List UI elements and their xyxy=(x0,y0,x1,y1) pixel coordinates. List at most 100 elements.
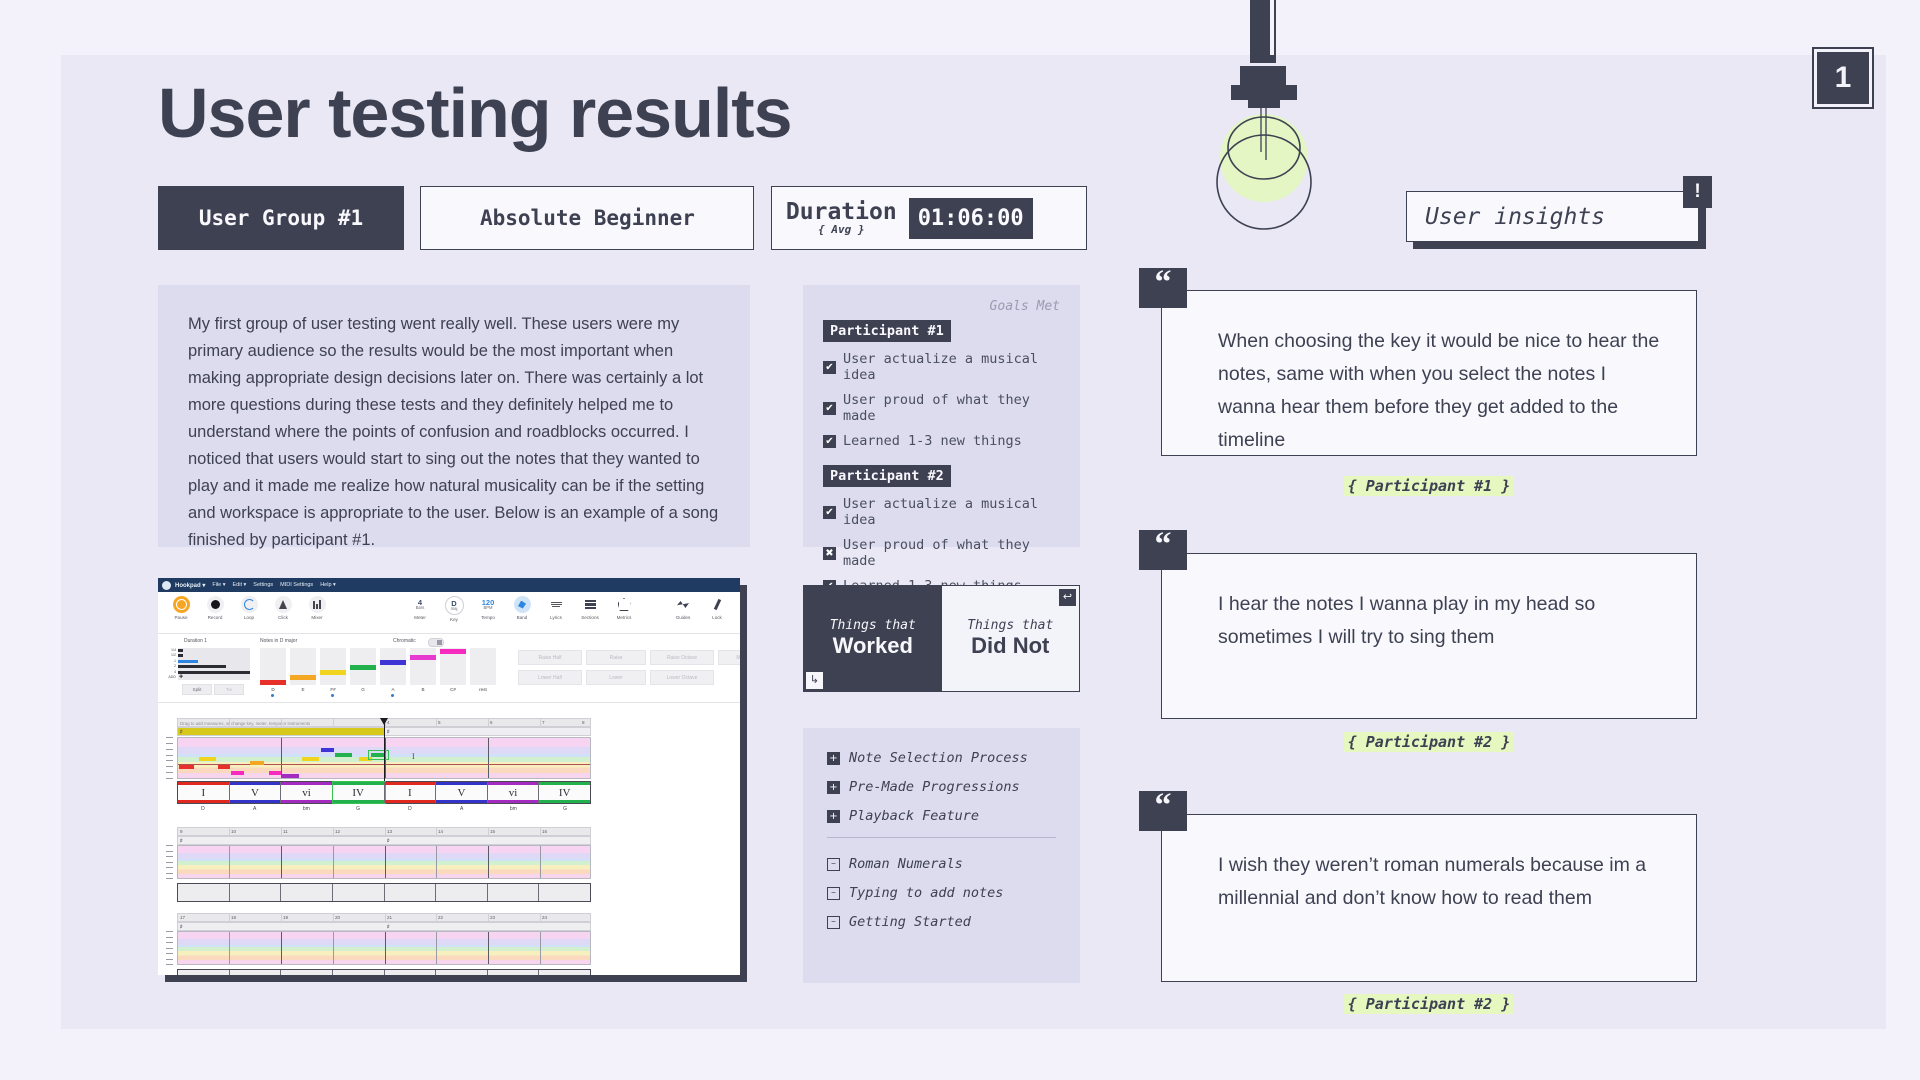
chord-name: bm xyxy=(509,806,517,812)
goal-item[interactable]: ✔ User actualize a musical idea xyxy=(823,496,1060,528)
playhead[interactable] xyxy=(380,718,388,795)
note-block[interactable] xyxy=(302,757,319,761)
note-button-d[interactable] xyxy=(260,648,286,685)
chord-cell[interactable]: V xyxy=(229,782,282,803)
things-that-did-not[interactable]: Things that Did Not ↩ xyxy=(941,586,1079,691)
chromatic-toggle[interactable] xyxy=(428,638,444,647)
metronome-icon xyxy=(274,596,292,613)
chord-cell[interactable]: vi xyxy=(487,782,540,803)
note-block[interactable] xyxy=(335,753,352,757)
note-block[interactable] xyxy=(231,771,244,775)
mixer-icon xyxy=(308,596,326,613)
note-block[interactable] xyxy=(269,771,281,775)
menu-item-edit[interactable]: Edit ▾ xyxy=(232,582,247,588)
note-button-fsharp[interactable] xyxy=(320,648,346,685)
menu-item-help[interactable]: Help ▾ xyxy=(320,582,336,588)
meter-label: Meter xyxy=(414,615,426,620)
lock-button[interactable]: Lock xyxy=(700,592,734,620)
chord-numeral: vi xyxy=(508,786,518,799)
selection-box xyxy=(368,750,389,760)
piano-roll[interactable] xyxy=(177,931,591,965)
raise-button[interactable]: Raise xyxy=(586,650,646,665)
record-button[interactable]: Record xyxy=(198,592,232,620)
click-button[interactable]: Click xyxy=(266,592,300,620)
measure-strip[interactable]: 9 10 11 12 13 14 15 16 xyxy=(177,827,591,836)
note-block[interactable] xyxy=(282,774,299,778)
section-strip[interactable]: ♯ ♯ xyxy=(177,836,591,845)
chord-cell[interactable]: IV xyxy=(539,782,590,803)
note-button-e[interactable] xyxy=(290,648,316,685)
score-area[interactable]: Drag to add measures, or change key, met… xyxy=(158,703,740,975)
split-button[interactable]: Split xyxy=(182,684,212,695)
pause-icon xyxy=(172,596,190,613)
list-item[interactable]: + Note Selection Process xyxy=(827,750,1056,766)
menu-item-midi-settings[interactable]: MIDI Settings xyxy=(280,582,314,588)
chord-cell[interactable]: V xyxy=(436,782,488,803)
arrow-left-icon: ↩ xyxy=(1059,589,1076,606)
goal-item[interactable]: ✖ User proud of what they made xyxy=(823,537,1060,569)
measure-strip[interactable]: 17 18 19 20 21 22 23 24 xyxy=(177,913,591,922)
divider xyxy=(827,837,1056,838)
guides-button[interactable]: Guides xyxy=(666,592,700,620)
chord-cell[interactable]: I xyxy=(384,782,437,803)
tempo-control[interactable]: 120 BPM Tempo xyxy=(471,592,505,622)
piano-roll[interactable] xyxy=(177,845,591,879)
section-strip[interactable]: ♯ ♯ xyxy=(177,922,591,931)
quote-attribution-label: { Participant #2 } xyxy=(1343,732,1515,752)
menu-item-settings[interactable]: Settings xyxy=(253,582,274,588)
goal-item[interactable]: ✔ User actualize a musical idea xyxy=(823,351,1060,383)
note-block[interactable] xyxy=(199,757,216,761)
note-block[interactable] xyxy=(218,765,230,769)
lower-button[interactable]: Lower xyxy=(586,670,646,685)
things-that-worked[interactable]: Things that Worked ↳ xyxy=(804,586,942,691)
note-button-g[interactable] xyxy=(350,648,376,685)
chord-cell-selected[interactable]: IV xyxy=(331,781,386,804)
note-button-b[interactable] xyxy=(410,648,436,685)
measure-number: 13 xyxy=(387,829,393,834)
menu-item-file[interactable]: File ▾ xyxy=(212,582,226,588)
meter-control[interactable]: 4 Bars Meter xyxy=(403,592,437,622)
mixer-button[interactable]: Mixer xyxy=(300,592,334,620)
note-block[interactable] xyxy=(371,753,386,757)
loop-button[interactable]: Loop xyxy=(232,592,266,620)
list-item[interactable]: – Typing to add notes xyxy=(827,885,1056,901)
tie-button[interactable]: Tie xyxy=(214,684,244,695)
score-settings: 4 Bars Meter D maj Key 120 BPM xyxy=(403,592,641,622)
chord-row[interactable]: I V vi IV I xyxy=(177,781,591,804)
band-control[interactable]: Band xyxy=(505,592,539,622)
list-item[interactable]: – Roman Numerals xyxy=(827,856,1056,872)
note-block[interactable] xyxy=(359,757,372,761)
lyrics-control[interactable]: Lyrics xyxy=(539,592,573,622)
note-label-e: E xyxy=(301,687,305,692)
goal-item[interactable]: ✔ Learned 1-3 new things xyxy=(823,433,1060,449)
duration-bars[interactable]: ✚ xyxy=(178,648,250,680)
make-triplet-button[interactable]: Make Triplet xyxy=(718,650,740,665)
note-block[interactable] xyxy=(250,761,264,765)
note-button-a[interactable] xyxy=(380,648,406,685)
note-block[interactable] xyxy=(321,748,334,752)
note-button-csharp[interactable] xyxy=(440,648,466,685)
measure-hint: Drag to add measures, or change key, met… xyxy=(180,720,311,726)
raise-octave-button[interactable]: Raise Octave xyxy=(650,650,714,665)
note-button-rest[interactable] xyxy=(470,648,496,685)
sections-control[interactable]: Sections xyxy=(573,592,607,622)
list-item[interactable]: – Getting Started xyxy=(827,914,1056,930)
metrics-control[interactable]: Metrics xyxy=(607,592,641,622)
note-block[interactable] xyxy=(179,765,194,769)
list-item[interactable]: + Pre-Made Progressions xyxy=(827,779,1056,795)
chord-cell[interactable]: vi xyxy=(281,782,333,803)
chord-row-empty[interactable] xyxy=(177,883,591,902)
list-item[interactable]: + Playback Feature xyxy=(827,808,1056,824)
chord-name: D xyxy=(201,806,205,812)
lower-half-button[interactable]: Lower Half xyxy=(518,670,582,685)
pause-button[interactable]: Pause xyxy=(164,592,198,620)
lower-octave-button[interactable]: Lower Octave xyxy=(650,670,714,685)
goal-item[interactable]: ✔ User proud of what they made xyxy=(823,392,1060,424)
key-control[interactable]: D maj Key xyxy=(437,592,471,622)
duration-row-label: 1 xyxy=(174,658,176,663)
raise-half-button[interactable]: Raise Half xyxy=(518,650,582,665)
chord-cell[interactable]: I xyxy=(178,782,230,803)
chord-row-empty[interactable] xyxy=(177,969,591,975)
lock-icon xyxy=(709,596,726,613)
menu-item-hookpad[interactable]: Hookpad ▾ xyxy=(175,582,206,589)
